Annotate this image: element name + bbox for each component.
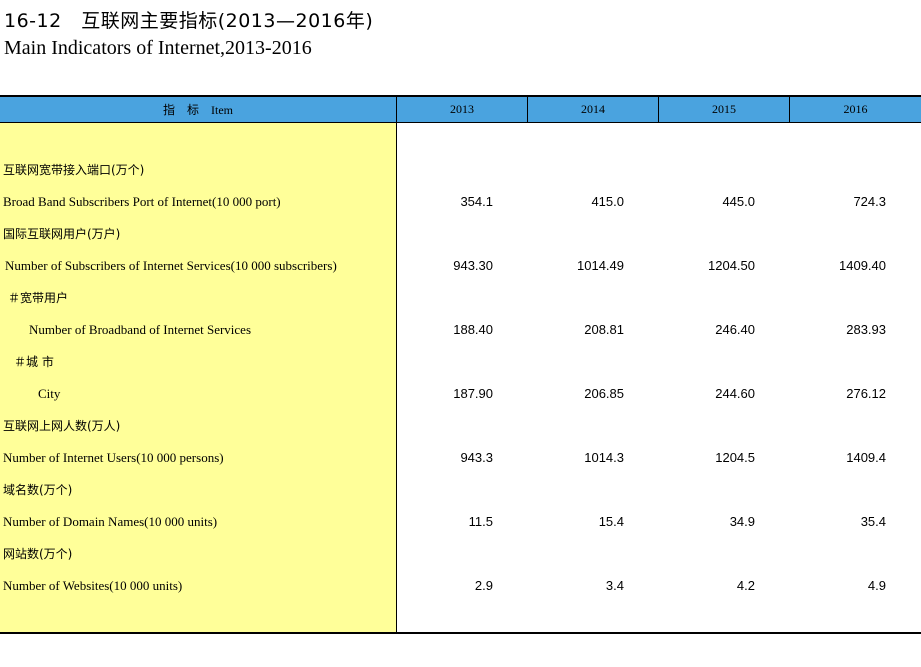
value-2014: 1014.3	[584, 450, 624, 465]
value-2014	[524, 346, 624, 378]
value-2016: 724.3	[853, 194, 886, 209]
value-2013	[393, 154, 493, 186]
row-label: ＃宽带用户	[8, 291, 69, 305]
value-2016	[786, 410, 886, 442]
value-2013	[393, 538, 493, 570]
value-2015: 4.2	[736, 578, 755, 593]
item-column	[0, 123, 397, 633]
value-2014	[524, 282, 624, 314]
row-label: ＃城 市	[14, 355, 54, 369]
header-item: 指 标 Item	[0, 97, 397, 122]
value-2015: 34.9	[729, 514, 755, 529]
value-2013: 2.9	[474, 578, 493, 593]
table-row: Number of Domain Names(10 000 units) 11.5…	[0, 506, 921, 538]
value-2014: 415.0	[591, 194, 624, 209]
table-row: Number of Broadband of Internet Services…	[0, 314, 921, 346]
table-row: 互联网宽带接入端口(万个)	[0, 154, 921, 186]
header-year-2014: 2014	[528, 97, 659, 122]
value-2016: 283.93	[846, 322, 886, 337]
value-2013: 187.90	[453, 386, 493, 401]
value-2013	[393, 474, 493, 506]
row-label: 网站数(万个)	[3, 547, 73, 561]
value-2015	[655, 474, 755, 506]
table-row: ＃城 市	[0, 346, 921, 378]
table-row: Number of Websites(10 000 units) 2.9 3.4 4.…	[0, 570, 921, 602]
value-2013: 188.40	[453, 322, 493, 337]
value-2015: 246.40	[715, 322, 755, 337]
value-2014: 15.4	[598, 514, 624, 529]
value-2015: 1204.50	[708, 258, 755, 273]
header-year-2013: 2013	[397, 97, 528, 122]
table-row: 域名数(万个)	[0, 474, 921, 506]
table-bottom-border	[0, 632, 921, 634]
value-2016: 4.9	[867, 578, 886, 593]
value-2013: 943.30	[453, 258, 493, 273]
value-2013: 354.1	[460, 194, 493, 209]
value-2015	[655, 538, 755, 570]
value-2015	[655, 282, 755, 314]
value-2014: 208.81	[584, 322, 624, 337]
row-label: City	[38, 386, 61, 401]
value-2016	[786, 154, 886, 186]
value-2016	[786, 538, 886, 570]
value-2014	[524, 538, 624, 570]
value-2014	[524, 218, 624, 250]
value-2016: 1409.4	[846, 450, 886, 465]
value-2016	[786, 346, 886, 378]
value-2013	[393, 218, 493, 250]
table-row: ＃宽带用户	[0, 282, 921, 314]
row-label: Number of Subscribers of Internet Servic…	[5, 258, 337, 273]
page-title-en: Main Indicators of Internet,2013-2016	[4, 37, 312, 59]
value-2014	[524, 410, 624, 442]
value-2016	[786, 218, 886, 250]
row-label: Number of Websites(10 000 units)	[3, 578, 183, 593]
value-2013	[393, 346, 493, 378]
row-label: Number of Domain Names(10 000 units)	[3, 514, 218, 529]
table-row: Number of Internet Users(10 000 persons)…	[0, 442, 921, 474]
header-year-2015: 2015	[659, 97, 790, 122]
row-label: Number of Broadband of Internet Services	[29, 322, 252, 337]
value-2013	[393, 282, 493, 314]
value-2015	[655, 218, 755, 250]
table-row: Number of Subscribers of Internet Servic…	[0, 250, 921, 282]
value-2015	[655, 346, 755, 378]
value-2014: 3.4	[605, 578, 624, 593]
header-year-2016: 2016	[843, 102, 868, 116]
value-2015	[655, 154, 755, 186]
value-2015: 244.60	[715, 386, 755, 401]
table-row: City 187.90 206.85 244.60 276.12	[0, 378, 921, 410]
value-2015	[655, 410, 755, 442]
row-label: 互联网宽带接入端口(万个)	[3, 163, 145, 177]
table-row: Broad Band Subscribers Port of Internet(…	[0, 186, 921, 218]
table-row: 国际互联网用户(万户)	[0, 218, 921, 250]
value-2013	[393, 410, 493, 442]
row-label: 域名数(万个)	[3, 483, 73, 497]
row-label: 国际互联网用户(万户)	[3, 227, 121, 241]
value-2015: 1204.5	[715, 450, 755, 465]
value-2014	[524, 154, 624, 186]
page-title-cn: 16-12 互联网主要指标(2013—2016年)	[4, 10, 374, 32]
value-2016	[786, 474, 886, 506]
row-label: 互联网上网人数(万人)	[3, 419, 121, 433]
value-2013: 11.5	[468, 514, 493, 529]
value-2014: 206.85	[584, 386, 624, 401]
value-2016	[786, 282, 886, 314]
row-label: Broad Band Subscribers Port of Internet(…	[3, 194, 281, 209]
value-2013: 943.3	[460, 450, 493, 465]
table-row: 网站数(万个)	[0, 538, 921, 570]
value-2015: 445.0	[722, 194, 755, 209]
row-label: Number of Internet Users(10 000 persons)	[3, 450, 224, 465]
value-2016: 276.12	[846, 386, 886, 401]
value-2016: 1409.40	[839, 258, 886, 273]
table-row: 互联网上网人数(万人)	[0, 410, 921, 442]
table-header: 指 标 Item 2013 2014 2015 2016	[0, 95, 921, 123]
value-2014: 1014.49	[577, 258, 624, 273]
value-2016: 35.4	[860, 514, 886, 529]
value-2014	[524, 474, 624, 506]
